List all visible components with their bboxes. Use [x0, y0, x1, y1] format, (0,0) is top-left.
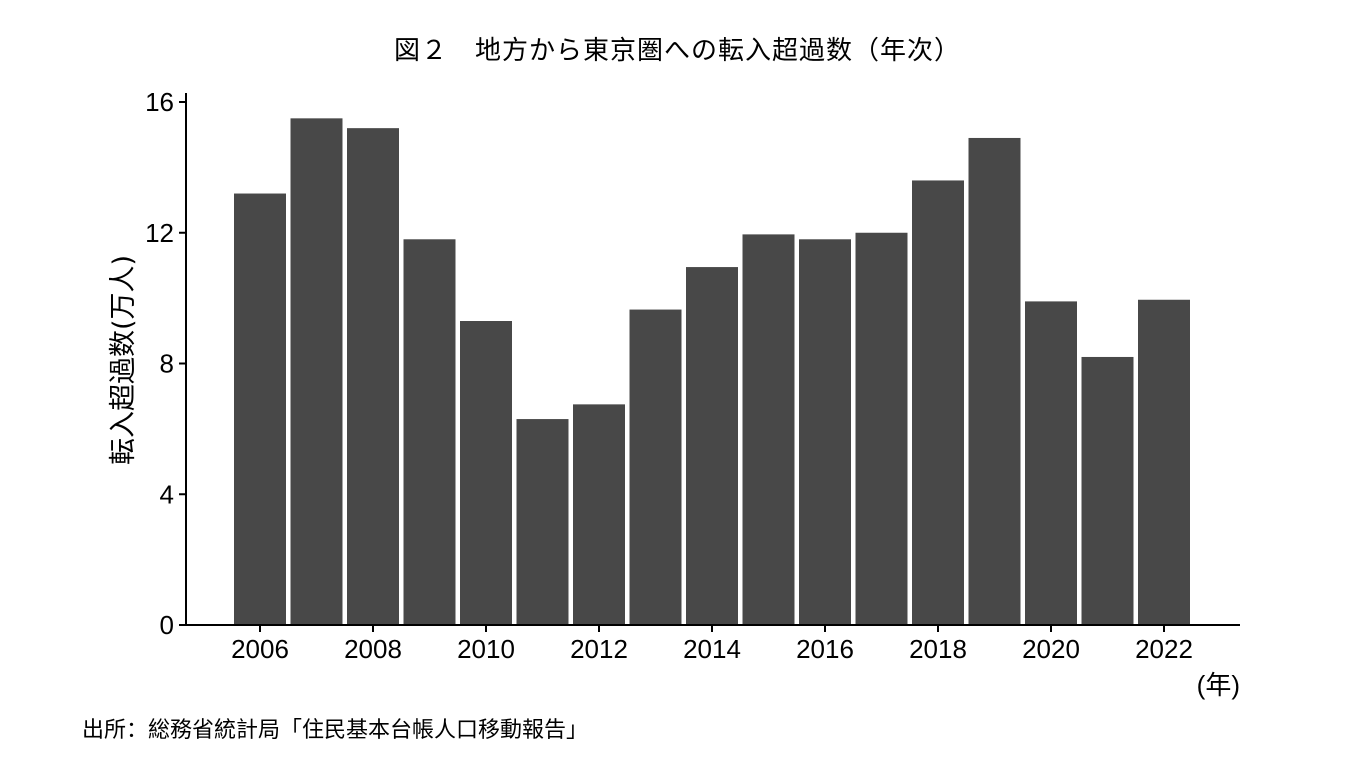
- bar-2009: [403, 239, 456, 625]
- y-tick-label: 0: [160, 610, 174, 640]
- bar-2008: [347, 128, 399, 625]
- bar-2006: [234, 193, 286, 625]
- source-note: 出所：総務省統計局「住民基本台帳人口移動報告」: [82, 718, 589, 743]
- y-tick-label: 8: [160, 349, 174, 379]
- bar-2010: [460, 321, 512, 625]
- bar-2018: [912, 180, 964, 625]
- x-tick-label: 2022: [1135, 634, 1193, 664]
- bar-2013: [629, 309, 682, 625]
- x-axis-label: (年): [1197, 670, 1240, 700]
- bar-2007: [290, 118, 343, 625]
- x-tick-label: 2012: [570, 634, 628, 664]
- bars-group: [234, 118, 1190, 626]
- x-tick-label: 2014: [683, 634, 741, 664]
- x-tick-label: 2006: [231, 634, 289, 664]
- y-ticks-group: 0 4 8 12 16: [145, 87, 186, 640]
- x-tick-label: 2018: [909, 634, 967, 664]
- x-tick-label: 2008: [344, 634, 402, 664]
- bar-2012: [573, 404, 625, 625]
- x-tick-label: 2020: [1022, 634, 1080, 664]
- bar-2016: [799, 239, 851, 625]
- bar-2017: [855, 232, 908, 625]
- bar-2015: [742, 234, 795, 625]
- bar-2014: [686, 267, 738, 625]
- chart-title: 図２ 地方から東京圏への転入超過数（年次）: [393, 36, 961, 66]
- bar-2021: [1081, 356, 1134, 625]
- y-tick-label: 16: [145, 87, 174, 117]
- x-tick-label: 2016: [796, 634, 854, 664]
- y-axis-label: 転入超過数(万人): [108, 255, 139, 465]
- bar-2019: [968, 137, 1021, 626]
- y-tick-label: 4: [160, 479, 174, 509]
- bar-2022: [1138, 299, 1190, 625]
- y-tick-label: 12: [145, 218, 174, 248]
- x-ticks-group: 2006 2008 2010 2012 2014 2016 2018 2020 2022: [231, 625, 1193, 664]
- bar-2011: [516, 419, 569, 625]
- x-tick-label: 2010: [457, 634, 515, 664]
- bar-2020: [1025, 301, 1077, 625]
